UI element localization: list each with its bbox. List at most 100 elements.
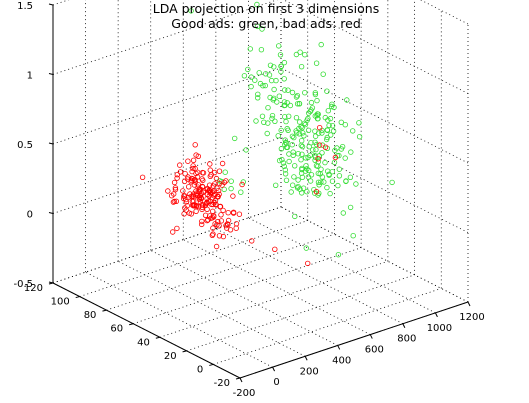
bad-adspoint bbox=[219, 160, 226, 167]
bad-adspoint bbox=[171, 198, 178, 205]
good-adspoint bbox=[289, 141, 295, 148]
good-adspoint bbox=[289, 89, 296, 96]
good-adspoint bbox=[353, 181, 359, 187]
bad-adspoint bbox=[207, 167, 213, 173]
good-adspoint bbox=[290, 152, 296, 158]
good-adspoint bbox=[327, 190, 333, 197]
good-adspoint bbox=[264, 130, 270, 137]
good-adspoint bbox=[324, 184, 330, 191]
bad-adspoint bbox=[215, 187, 222, 194]
good-adspoint bbox=[240, 179, 246, 185]
bad-adspoint bbox=[332, 154, 339, 161]
good-adspoint bbox=[286, 151, 292, 157]
good-adspoint bbox=[259, 113, 266, 119]
y-tick-label: 80 bbox=[84, 310, 97, 321]
bad-adspoint bbox=[213, 243, 220, 250]
good-adspoint bbox=[231, 135, 238, 142]
bad-adspoint bbox=[227, 227, 234, 233]
bad-adspoint bbox=[207, 161, 213, 167]
good-adspoint bbox=[290, 182, 296, 188]
grid-line bbox=[150, 250, 338, 346]
good-adspoint bbox=[301, 120, 308, 126]
bad-adspoint bbox=[204, 206, 210, 212]
bad-adspoint bbox=[210, 183, 216, 189]
bad-adspoint bbox=[211, 199, 217, 206]
good-adspoint bbox=[312, 157, 318, 163]
good-adspoint bbox=[328, 132, 334, 138]
bad-adspoint bbox=[176, 162, 183, 168]
good-adspoint bbox=[305, 127, 312, 133]
good-adspoint bbox=[350, 232, 356, 239]
bad-adspoint bbox=[173, 198, 179, 204]
good-adspoint bbox=[228, 178, 234, 184]
good-adspoint bbox=[269, 115, 275, 122]
bad-adspoint bbox=[207, 190, 213, 196]
bad-adspoint bbox=[170, 191, 177, 197]
bad-adspoint bbox=[169, 229, 176, 235]
z-tick bbox=[48, 212, 54, 214]
bad-adspoint bbox=[165, 188, 171, 194]
good-adspoint bbox=[305, 154, 311, 160]
good-adspoint bbox=[342, 121, 348, 128]
good-adspoint bbox=[306, 110, 312, 116]
bad-adspoint bbox=[239, 181, 245, 188]
bad-adspoint bbox=[220, 233, 227, 240]
good-adspoint bbox=[245, 66, 251, 73]
good-adspoint bbox=[265, 104, 271, 111]
bad-adspoint bbox=[202, 212, 209, 218]
grid-line bbox=[248, 217, 436, 314]
bad-adspoint bbox=[181, 211, 187, 217]
good-adspoint bbox=[278, 68, 284, 75]
good-adspoint bbox=[330, 128, 337, 134]
good-adspoint bbox=[268, 77, 275, 84]
z-tick bbox=[48, 281, 54, 284]
good-adspoint bbox=[308, 99, 315, 106]
good-adspoint bbox=[291, 174, 297, 180]
good-adspoint bbox=[344, 97, 350, 103]
good-adspoint bbox=[280, 160, 287, 166]
good-adspoint bbox=[313, 60, 320, 66]
grid-line bbox=[186, 274, 415, 352]
good-adspoint bbox=[267, 94, 273, 101]
good-adspoint bbox=[243, 147, 249, 153]
x-axis-line bbox=[239, 301, 469, 379]
good-adspoint bbox=[313, 141, 320, 148]
good-adspoint bbox=[300, 185, 307, 191]
x-tick bbox=[304, 356, 308, 361]
z-tick-label: 0 bbox=[27, 210, 33, 221]
good-adspoint bbox=[282, 141, 288, 148]
grid-line bbox=[280, 206, 469, 303]
good-adspoint bbox=[310, 147, 316, 153]
good-adspoint bbox=[281, 163, 287, 169]
x-tick bbox=[434, 312, 438, 318]
bad-adspoint bbox=[184, 176, 191, 182]
good-adspoint bbox=[278, 146, 285, 152]
good-adspoint bbox=[296, 119, 303, 125]
bad-adspoint bbox=[199, 183, 206, 190]
good-adspoint bbox=[324, 127, 330, 133]
y-tick bbox=[235, 377, 241, 380]
bad-adspoint bbox=[316, 142, 323, 148]
good-adspoint bbox=[261, 119, 267, 125]
bad-adspoint bbox=[209, 232, 215, 238]
grid-line bbox=[85, 271, 273, 368]
good-adspoint bbox=[276, 93, 282, 99]
good-adspoint bbox=[281, 99, 288, 105]
good-adspoint bbox=[266, 72, 273, 78]
good-adspoint bbox=[316, 182, 322, 188]
bad-adspoint bbox=[193, 192, 199, 198]
good-adspoint bbox=[291, 134, 297, 141]
good-adspoint bbox=[312, 133, 319, 139]
bad-adspoint bbox=[230, 193, 236, 199]
good-adspoint bbox=[342, 155, 348, 161]
good-adspoint bbox=[303, 245, 309, 251]
good-adspoint bbox=[329, 101, 335, 107]
bad-adspoint bbox=[230, 210, 237, 216]
bad-adspoint bbox=[184, 202, 190, 209]
good-adspoint bbox=[356, 133, 363, 140]
bad-adspoint bbox=[225, 209, 231, 216]
grid-line bbox=[283, 0, 469, 94]
grid-line bbox=[280, 137, 469, 233]
good-adspoint bbox=[281, 76, 287, 82]
good-adspoint bbox=[299, 143, 306, 150]
